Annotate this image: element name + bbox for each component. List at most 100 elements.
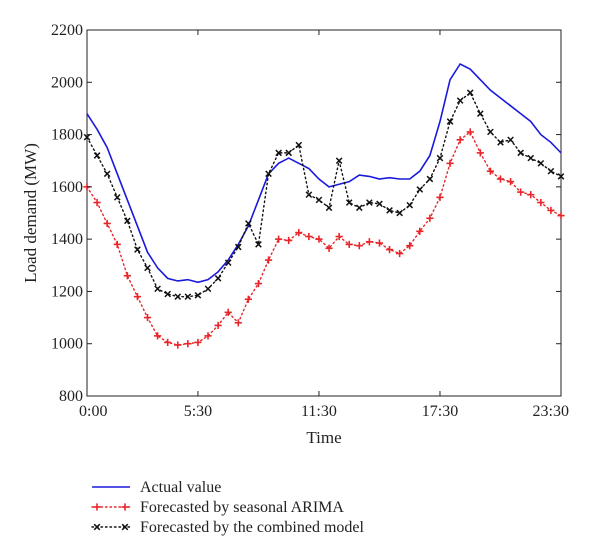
- data-point: [547, 167, 555, 175]
- data-point: [436, 154, 444, 162]
- series-3: [83, 89, 565, 300]
- data-point: [234, 319, 242, 327]
- legend-item: Actual value: [92, 479, 221, 496]
- data-point: [325, 204, 333, 212]
- data-point: [506, 178, 515, 186]
- data-point: [335, 232, 343, 241]
- data-point: [103, 219, 111, 228]
- legend-label: Actual value: [140, 479, 221, 496]
- data-point: [476, 149, 484, 157]
- data-point: [214, 275, 222, 282]
- data-point: [83, 133, 91, 141]
- legend-marker: [93, 503, 101, 511]
- data-point: [124, 217, 131, 225]
- data-point: [245, 220, 252, 227]
- data-point: [144, 264, 151, 272]
- data-point: [93, 152, 101, 159]
- data-point: [527, 154, 535, 162]
- series-layer: [83, 62, 565, 349]
- data-point: [345, 240, 353, 248]
- data-point: [285, 149, 293, 157]
- data-point: [335, 157, 343, 165]
- x-tick-label: 11:30: [301, 403, 337, 420]
- data-point: [103, 170, 111, 178]
- data-point: [496, 175, 505, 183]
- data-point: [386, 207, 393, 214]
- plot-frame: [86, 29, 562, 397]
- series-line: [86, 91, 562, 298]
- data-point: [184, 340, 192, 348]
- legend-item: Forecasted by seasonal ARIMA: [91, 499, 344, 516]
- legend-marker: [121, 503, 129, 511]
- data-point: [557, 173, 565, 180]
- data-point: [466, 128, 474, 136]
- data-point: [143, 313, 152, 322]
- data-point: [446, 159, 454, 167]
- axis-ticks: 800 1000 1200 1400 1600 1800 2000 2200 0:00 5:30 1…: [51, 22, 569, 420]
- data-point: [184, 293, 192, 300]
- data-point: [224, 259, 232, 267]
- data-point: [295, 141, 303, 149]
- data-point: [265, 170, 272, 178]
- y-tick-label: 800: [59, 388, 83, 405]
- data-point: [366, 199, 373, 206]
- y-tick-label: 1400: [51, 231, 83, 248]
- data-point: [224, 308, 232, 316]
- data-point: [315, 235, 323, 243]
- x-tick-label: 0:00: [79, 403, 107, 420]
- data-point: [174, 293, 182, 300]
- data-point: [204, 285, 212, 293]
- plot-area: 800 1000 1200 1400 1600 1800 2000 2200 0:00 5:30 1…: [51, 22, 569, 420]
- data-point: [456, 136, 464, 144]
- data-point: [254, 279, 263, 288]
- series-2: [83, 128, 565, 349]
- data-point: [406, 201, 414, 209]
- data-point: [537, 159, 545, 167]
- legend-label: Forecasted by the combined model: [140, 519, 364, 536]
- data-point: [194, 338, 202, 347]
- data-point: [487, 128, 494, 136]
- data-point: [456, 97, 464, 104]
- data-point: [153, 332, 162, 340]
- data-point: [537, 198, 545, 207]
- y-tick-label: 1000: [51, 336, 83, 353]
- y-tick-label: 1800: [51, 127, 83, 144]
- data-point: [214, 321, 222, 330]
- y-tick-label: 1200: [51, 283, 83, 300]
- series-1: [86, 62, 562, 284]
- series-line: [86, 130, 562, 346]
- data-point: [134, 246, 141, 253]
- data-point: [476, 110, 484, 117]
- data-point: [325, 244, 333, 252]
- data-point: [396, 209, 403, 217]
- x-axis-title: Time: [306, 428, 341, 447]
- data-point: [194, 292, 202, 299]
- data-point: [244, 295, 252, 303]
- data-point: [275, 235, 283, 243]
- data-point: [204, 332, 212, 340]
- data-point: [416, 227, 424, 235]
- data-point: [285, 236, 293, 245]
- data-point: [365, 238, 373, 246]
- data-point: [123, 272, 131, 280]
- data-point: [154, 285, 161, 293]
- data-point: [517, 149, 524, 157]
- data-point: [255, 241, 262, 248]
- data-point: [426, 175, 434, 183]
- x-tick-label: 5:30: [184, 403, 212, 420]
- y-axis-title: Load demand (MW): [21, 143, 40, 283]
- data-point: [355, 242, 363, 250]
- data-point: [164, 338, 172, 347]
- y-tick-label: 2200: [51, 22, 83, 39]
- data-point: [557, 212, 565, 220]
- data-point: [174, 341, 182, 349]
- data-point: [385, 246, 394, 254]
- data-point: [375, 239, 384, 247]
- data-point: [547, 206, 555, 214]
- data-point: [396, 249, 404, 258]
- data-point: [355, 204, 363, 212]
- data-point: [507, 136, 514, 144]
- data-point: [345, 199, 353, 206]
- data-point: [436, 193, 444, 201]
